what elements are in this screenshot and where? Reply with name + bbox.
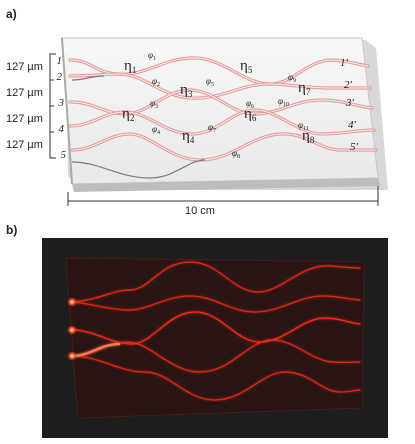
waveguide-core-5 [71,133,377,161]
waveguide-core-4 [69,109,375,135]
phi-label-10: φ10 [278,96,289,108]
phi-label-3: φ3 [150,98,158,110]
laser-waveguide-2 [71,295,361,313]
waveguide-network [68,56,378,179]
spacing-label-2: 127 µm [6,87,43,99]
input-port-label-3: 3 [58,97,65,109]
input-port-label-1: 1 [57,55,63,67]
chip-left-edge [61,37,73,185]
phi-label-4: φ4 [152,124,160,136]
output-port-label-2: 2′ [344,79,353,91]
input-light-spots [67,297,77,361]
phi-label-7: φ7 [208,122,216,134]
input-port-label-2: 2 [57,71,63,83]
laser-waveguide-1 [71,261,361,303]
length-label: 10 cm [185,205,215,217]
phi-label-11: φ11 [298,120,309,132]
phi-label-2: φ2 [152,76,160,88]
input-port-label-5: 5 [61,149,67,161]
output-port-label-1: 1′ [340,57,349,69]
phi-labels: φ1 φ2 φ3 φ4 φ5 φ6 φ7 φ8 φ9 φ10 φ11 [148,50,309,160]
light-spot-1 [67,297,77,307]
input-waveguide-2 [71,75,105,81]
phi-label-1: φ1 [148,50,156,62]
port-labels: 1 2 3 4 5 1′ 2′ 3′ 4′ 5′ [57,55,359,161]
phi-label-5: φ5 [206,76,214,88]
input-waveguide-5 [71,159,206,179]
panel-b-label: b) [6,223,17,237]
output-port-label-3: 3′ [345,97,355,109]
light-spot-2 [67,325,77,335]
output-port-label-5: 5′ [350,141,359,153]
input-port-label-4: 4 [59,123,65,135]
waveguide-core-3 [69,89,373,115]
laser-waveguide-3 [71,311,361,345]
laser-waveguide-4 [71,339,361,373]
waveguide-core-2 [69,73,371,99]
spacing-label-3: 127 µm [6,113,43,125]
output-port-label-4: 4′ [348,119,357,131]
laser-waveguide-5 [71,355,361,401]
chip-front-edge [72,178,380,192]
length-dimension [67,186,379,206]
spacing-bracket [49,53,56,159]
light-spot-3 [67,351,77,361]
spacing-label-1: 127 µm [6,61,43,73]
phi-label-9: φ9 [288,72,296,84]
spacing-label-4: 127 µm [6,139,43,151]
phi-label-6: φ6 [246,98,254,110]
panel-a-label: a) [6,7,17,21]
laser-waveguides [71,261,361,401]
photo-chip [65,257,365,419]
phi-label-8: φ8 [232,148,240,160]
